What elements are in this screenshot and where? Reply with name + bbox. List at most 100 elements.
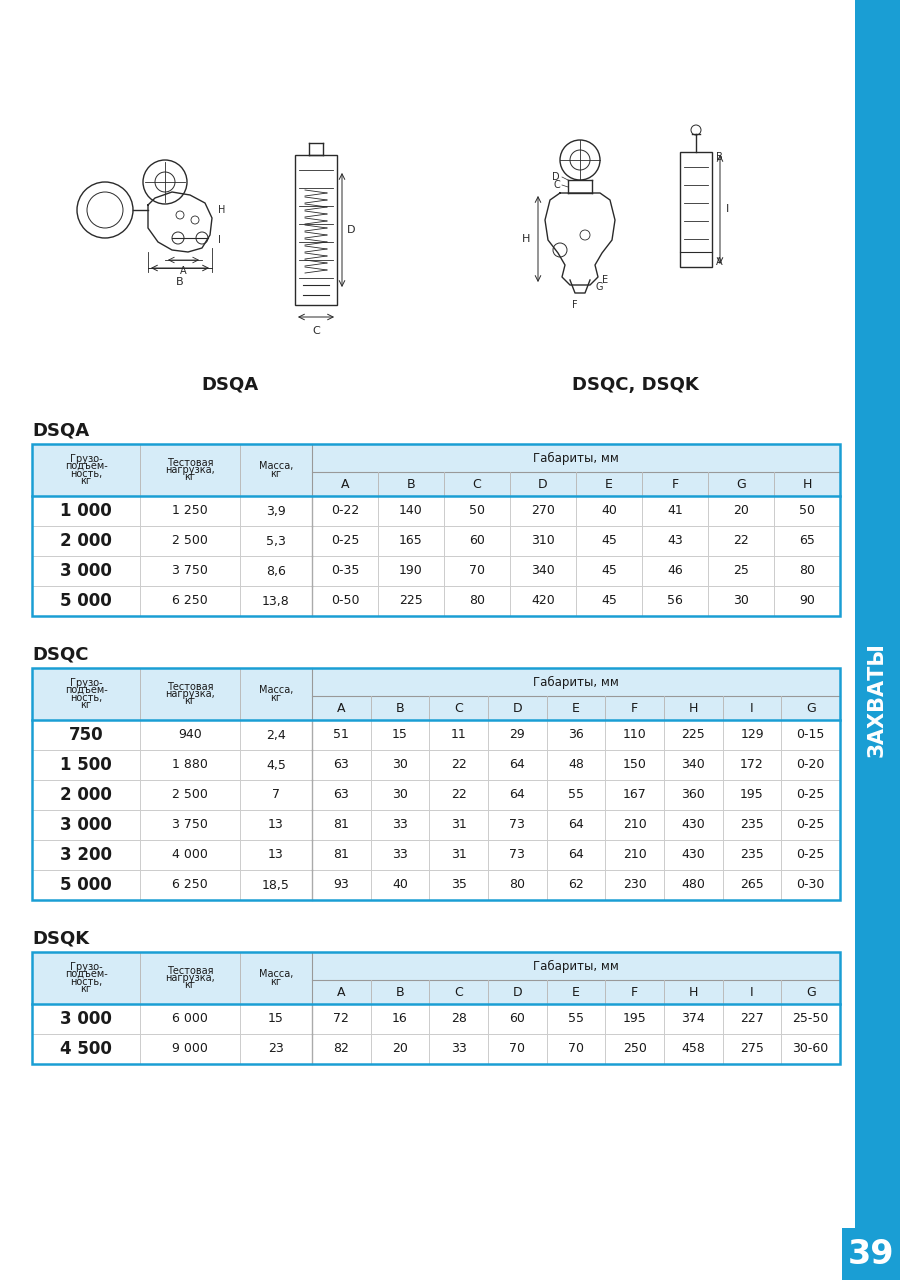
Text: 374: 374 bbox=[681, 1012, 706, 1025]
Text: 63: 63 bbox=[334, 759, 349, 772]
Bar bbox=[32, 952, 840, 1064]
Text: подъём-: подъём- bbox=[65, 461, 107, 471]
Text: H: H bbox=[802, 477, 812, 490]
Text: 64: 64 bbox=[509, 759, 526, 772]
Text: кг: кг bbox=[80, 476, 92, 486]
Bar bbox=[680, 152, 712, 268]
Text: 82: 82 bbox=[333, 1042, 349, 1056]
Text: 340: 340 bbox=[681, 759, 706, 772]
Text: 15: 15 bbox=[268, 1012, 284, 1025]
Text: 70: 70 bbox=[568, 1042, 584, 1056]
Text: 93: 93 bbox=[334, 878, 349, 891]
Text: 51: 51 bbox=[333, 728, 349, 741]
Text: DSQC, DSQK: DSQC, DSQK bbox=[572, 376, 698, 394]
Text: Грузо-: Грузо- bbox=[69, 961, 103, 972]
Text: 2 000: 2 000 bbox=[60, 532, 112, 550]
Text: кг: кг bbox=[271, 692, 282, 703]
Text: 340: 340 bbox=[531, 564, 555, 577]
Text: 15: 15 bbox=[392, 728, 408, 741]
Text: 110: 110 bbox=[623, 728, 646, 741]
Text: 360: 360 bbox=[681, 788, 706, 801]
Text: 60: 60 bbox=[469, 535, 485, 548]
Text: Тестовая: Тестовая bbox=[166, 457, 213, 467]
Text: B: B bbox=[396, 701, 404, 714]
Bar bbox=[32, 952, 840, 1004]
Text: D: D bbox=[553, 172, 560, 182]
Text: Тестовая: Тестовая bbox=[166, 681, 213, 691]
Bar bbox=[32, 840, 840, 870]
Bar bbox=[295, 155, 337, 305]
Text: 167: 167 bbox=[623, 788, 646, 801]
Text: 5 000: 5 000 bbox=[60, 591, 112, 611]
Text: 4 000: 4 000 bbox=[172, 849, 208, 861]
Text: 25-50: 25-50 bbox=[793, 1012, 829, 1025]
Text: 64: 64 bbox=[568, 849, 584, 861]
Bar bbox=[842, 1228, 900, 1280]
Text: 0-25: 0-25 bbox=[331, 535, 359, 548]
Text: 39: 39 bbox=[848, 1238, 895, 1271]
Text: 73: 73 bbox=[509, 818, 526, 832]
Text: C: C bbox=[312, 326, 319, 335]
Text: DSQA: DSQA bbox=[32, 421, 89, 439]
Text: 195: 195 bbox=[623, 1012, 646, 1025]
Text: B: B bbox=[716, 152, 723, 163]
Text: 5 000: 5 000 bbox=[60, 876, 112, 893]
Text: 1 500: 1 500 bbox=[60, 756, 112, 774]
Text: 2 500: 2 500 bbox=[172, 535, 208, 548]
Text: B: B bbox=[176, 276, 184, 287]
Text: 940: 940 bbox=[178, 728, 202, 741]
Text: 0-35: 0-35 bbox=[331, 564, 359, 577]
Text: 81: 81 bbox=[333, 849, 349, 861]
Text: 45: 45 bbox=[601, 535, 617, 548]
Text: 480: 480 bbox=[681, 878, 706, 891]
Text: 13,8: 13,8 bbox=[262, 594, 290, 608]
Text: 20: 20 bbox=[734, 504, 749, 517]
Text: 195: 195 bbox=[740, 788, 764, 801]
Text: 73: 73 bbox=[509, 849, 526, 861]
Text: 50: 50 bbox=[799, 504, 815, 517]
Text: 8,6: 8,6 bbox=[266, 564, 286, 577]
Text: кг: кг bbox=[184, 696, 195, 707]
Text: 3 750: 3 750 bbox=[172, 818, 208, 832]
Text: E: E bbox=[572, 986, 580, 998]
Text: I: I bbox=[751, 701, 754, 714]
Text: B: B bbox=[396, 986, 404, 998]
Text: 62: 62 bbox=[568, 878, 584, 891]
Text: I: I bbox=[751, 986, 754, 998]
Text: кг: кг bbox=[80, 700, 92, 710]
Text: 81: 81 bbox=[333, 818, 349, 832]
Text: 129: 129 bbox=[740, 728, 764, 741]
Text: 210: 210 bbox=[623, 818, 646, 832]
Text: 22: 22 bbox=[451, 788, 466, 801]
Text: 6 250: 6 250 bbox=[172, 594, 208, 608]
Text: 36: 36 bbox=[568, 728, 584, 741]
Text: 70: 70 bbox=[509, 1042, 526, 1056]
Text: 6 250: 6 250 bbox=[172, 878, 208, 891]
Bar bbox=[32, 444, 840, 616]
Text: I: I bbox=[726, 205, 729, 215]
Text: 64: 64 bbox=[568, 818, 584, 832]
Text: 230: 230 bbox=[623, 878, 646, 891]
Text: 430: 430 bbox=[681, 818, 706, 832]
Text: 1 250: 1 250 bbox=[172, 504, 208, 517]
Text: Грузо-: Грузо- bbox=[69, 677, 103, 687]
Bar bbox=[32, 668, 840, 719]
Text: 48: 48 bbox=[568, 759, 584, 772]
Bar bbox=[32, 556, 840, 586]
Text: 2 500: 2 500 bbox=[172, 788, 208, 801]
Text: 190: 190 bbox=[399, 564, 423, 577]
Text: 31: 31 bbox=[451, 818, 466, 832]
Text: 33: 33 bbox=[392, 849, 408, 861]
Text: DSQK: DSQK bbox=[32, 929, 89, 947]
Text: C: C bbox=[454, 701, 463, 714]
Text: 23: 23 bbox=[268, 1042, 284, 1056]
Text: 25: 25 bbox=[734, 564, 749, 577]
Text: 64: 64 bbox=[509, 788, 526, 801]
Text: кг: кг bbox=[271, 977, 282, 987]
Text: 0-50: 0-50 bbox=[331, 594, 359, 608]
Text: 227: 227 bbox=[740, 1012, 764, 1025]
Text: Масса,: Масса, bbox=[259, 461, 293, 471]
Text: 29: 29 bbox=[509, 728, 526, 741]
Text: 4,5: 4,5 bbox=[266, 759, 286, 772]
Text: 55: 55 bbox=[568, 788, 584, 801]
